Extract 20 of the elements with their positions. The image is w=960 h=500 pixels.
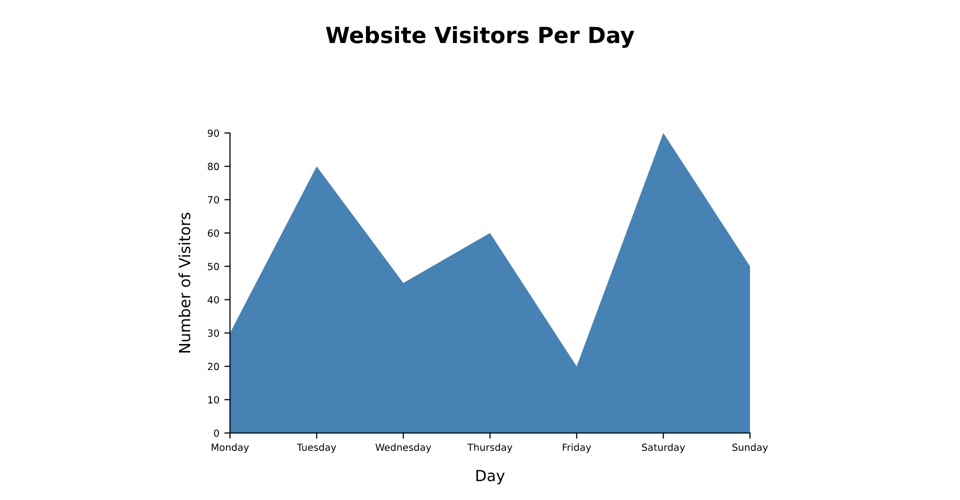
y-tick-label: 80 xyxy=(208,162,219,170)
y-tick-label: 30 xyxy=(208,329,219,337)
y-tick-label: 20 xyxy=(208,362,219,370)
x-tick-label: Saturday xyxy=(642,443,685,453)
x-tick-label: Thursday xyxy=(467,443,512,453)
y-tick-label: 50 xyxy=(208,262,219,270)
y-tick-label: 0 xyxy=(214,429,219,437)
x-tick-label: Tuesday xyxy=(296,443,336,453)
y-tick-label: 60 xyxy=(208,229,219,237)
chart-title: Website Visitors Per Day xyxy=(326,26,634,48)
x-tick-label: Wednesday xyxy=(376,443,432,453)
x-axis-title: Day xyxy=(476,470,505,484)
y-tick-label: 40 xyxy=(208,296,219,304)
y-tick-label: 90 xyxy=(208,129,219,137)
y-tick-label: 70 xyxy=(208,196,219,204)
x-tick-label: Friday xyxy=(562,443,592,453)
x-tick-label: Sunday xyxy=(732,443,768,453)
y-axis-title: Number of Visitors xyxy=(178,212,190,352)
x-tick-label: Monday xyxy=(212,443,249,453)
y-tick-label: 10 xyxy=(208,396,219,404)
